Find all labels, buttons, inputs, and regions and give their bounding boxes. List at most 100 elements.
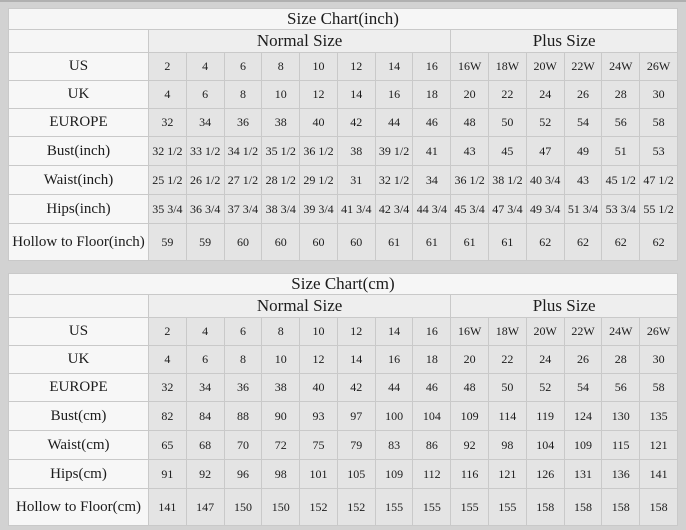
size-cell: 29 1/2 (299, 165, 338, 195)
size-cell: 38 (261, 373, 301, 402)
table-row: Hips(inch) 35 3/4 36 3/4 37 3/4 38 3/4 39 3/4… (8, 194, 678, 224)
row-label: Bust(cm) (8, 401, 149, 431)
size-cell: 20W (525, 317, 565, 346)
size-cell: 36 (223, 108, 263, 137)
size-cell: 26W (639, 52, 678, 81)
size-cell: 42 (336, 373, 376, 402)
size-cell: 32 (148, 108, 187, 137)
size-cell: 90 (261, 401, 301, 431)
size-cell: 56 (601, 108, 641, 137)
size-cell: 24W (601, 317, 641, 346)
size-cell: 109 (374, 459, 414, 489)
size-cell: 37 3/4 (223, 194, 263, 224)
size-cell: 18 (412, 345, 452, 374)
size-cell: 79 (336, 430, 376, 460)
size-cell: 100 (374, 401, 414, 431)
size-cell: 10 (299, 317, 338, 346)
size-cell: 115 (601, 430, 641, 460)
row-label: Hollow to Floor(inch) (8, 223, 149, 261)
row-label: US (8, 52, 149, 81)
size-cell: 44 (374, 108, 414, 137)
size-cell: 50 (488, 108, 527, 137)
size-cell: 91 (148, 459, 187, 489)
size-cell: 16W (450, 52, 490, 81)
row-label: Hips(cm) (8, 459, 149, 489)
size-cell: 40 (299, 108, 338, 137)
table-row: Bust(cm) 82 84 88 90 93 97 100 104 109 114 119 124 13… (8, 401, 678, 431)
size-cell: 25 1/2 (148, 165, 187, 195)
size-cell: 86 (412, 430, 452, 460)
size-cell: 6 (185, 80, 225, 109)
size-cell: 59 (148, 223, 187, 261)
row-label: UK (8, 345, 149, 374)
size-cell: 47 1/2 (639, 165, 678, 195)
corner-cell (8, 294, 149, 318)
size-cell: 68 (185, 430, 225, 460)
size-cell: 8 (223, 80, 263, 109)
table-title-row: Size Chart(inch) (8, 8, 678, 30)
size-cell: 112 (412, 459, 452, 489)
size-cell: 121 (488, 459, 527, 489)
size-cell: 47 (525, 136, 565, 166)
size-cell: 4 (185, 317, 225, 346)
row-label: Bust(inch) (8, 136, 149, 166)
size-cell: 48 (450, 108, 490, 137)
size-cell: 52 (525, 373, 565, 402)
size-cell: 141 (639, 459, 678, 489)
size-cell: 61 (450, 223, 490, 261)
size-cell: 58 (639, 373, 678, 402)
table-title-row: Size Chart(cm) (8, 273, 678, 295)
size-cell: 60 (336, 223, 376, 261)
size-cell: 45 (488, 136, 527, 166)
corner-cell (8, 29, 149, 53)
size-cell: 93 (299, 401, 338, 431)
row-label: Waist(inch) (8, 165, 149, 195)
size-cell: 10 (261, 80, 301, 109)
size-cell: 24W (601, 52, 641, 81)
size-cell: 44 3/4 (412, 194, 452, 224)
size-cell: 20 (450, 80, 490, 109)
size-cell: 2 (148, 52, 187, 81)
size-cell: 10 (299, 52, 338, 81)
size-cell: 12 (299, 345, 338, 374)
size-cell: 30 (639, 345, 678, 374)
size-cell: 8 (261, 52, 301, 81)
size-cell: 28 (601, 345, 641, 374)
size-cell: 158 (601, 488, 641, 526)
size-cell: 152 (336, 488, 376, 526)
size-cell: 46 (412, 373, 452, 402)
group-header-row: Normal Size Plus Size (8, 29, 678, 53)
size-cell: 22 (488, 80, 527, 109)
size-cell: 38 3/4 (261, 194, 301, 224)
size-cell: 51 3/4 (563, 194, 603, 224)
size-cell: 22W (563, 317, 603, 346)
table-row: Hollow to Floor(cm) 141 147 150 150 152 152 155… (8, 488, 678, 526)
size-cell: 36 1/2 (299, 136, 338, 166)
size-cell: 96 (223, 459, 263, 489)
size-cell: 39 3/4 (299, 194, 338, 224)
size-cell: 49 (563, 136, 603, 166)
size-cell: 26 (563, 345, 603, 374)
size-cell: 44 (374, 373, 414, 402)
size-cell: 4 (148, 345, 187, 374)
row-label: US (8, 317, 149, 346)
row-label: Hips(inch) (8, 194, 149, 224)
size-cell: 52 (525, 108, 565, 137)
table-row: UK 4 6 8 10 12 14 16 18 20 22 24 26 28 30 (8, 345, 678, 374)
size-cell: 43 (563, 165, 603, 195)
size-cell: 24 (525, 345, 565, 374)
size-cell: 158 (563, 488, 603, 526)
size-cell: 16 (374, 80, 414, 109)
size-cell: 158 (525, 488, 565, 526)
size-cell: 92 (185, 459, 225, 489)
table-row: Hollow to Floor(inch) 59 59 60 60 60 60 61 61 61 6… (8, 223, 678, 261)
size-cell: 26 1/2 (185, 165, 225, 195)
size-cell: 14 (336, 345, 376, 374)
row-label: Waist(cm) (8, 430, 149, 460)
size-cell: 8 (223, 345, 263, 374)
size-cell: 40 3/4 (525, 165, 565, 195)
size-cell: 101 (299, 459, 338, 489)
size-cell: 6 (223, 52, 263, 81)
size-cell: 51 (601, 136, 641, 166)
